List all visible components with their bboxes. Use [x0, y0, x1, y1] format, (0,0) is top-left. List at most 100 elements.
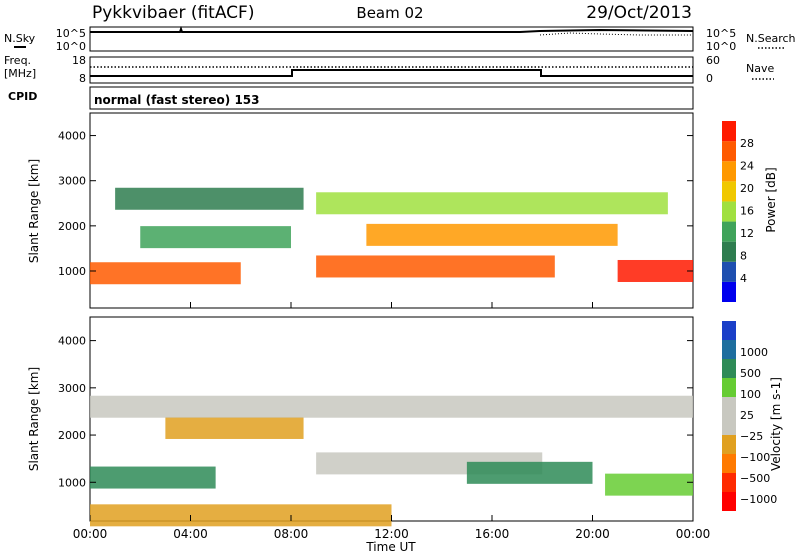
site-title: Pykkvibaer (fitACF)	[92, 3, 254, 23]
velocity-colorbar-tick-5: −100	[740, 451, 770, 464]
power-colorbar-label: Power [dB]	[764, 167, 778, 232]
xtick-label-4: 16:00	[475, 527, 510, 541]
velocity-ytick-label-1: 2000	[58, 429, 86, 442]
velocity-colorbar-cell-8	[722, 340, 736, 359]
power-colorbar-cell-6	[722, 161, 736, 182]
velocity-colorbar-tick-1: 500	[740, 367, 761, 380]
freq-panel: Freq. [MHz] 18 8 60 0 Nave	[4, 54, 774, 85]
cpid-frame	[89, 86, 694, 110]
power-colorbar-cell-8	[722, 121, 736, 142]
nsky-trace	[90, 25, 694, 33]
power-yaxis: 1000 2000 3000 4000	[58, 130, 693, 278]
nave-tick-top: 60	[706, 54, 720, 67]
velocity-colorbar-tick-7: −1000	[740, 493, 777, 506]
velocity-xlabel: Time UT	[365, 540, 416, 554]
power-colorbar-cell-2	[722, 241, 736, 262]
power-colorbar-tick-6: 28	[740, 137, 754, 150]
power-data-layer	[90, 187, 693, 285]
freq-label-1: Freq.	[4, 54, 31, 67]
xtick-label-6: 00:00	[676, 527, 711, 541]
xtick-label-3: 12:00	[374, 527, 409, 541]
nsearch-tick-top: 10^5	[706, 27, 736, 40]
cpid-label: CPID	[8, 90, 37, 103]
power-band-4	[366, 223, 618, 246]
velocity-band-1	[165, 416, 304, 439]
velocity-ytick-label-0: 1000	[58, 476, 86, 489]
power-band-1	[316, 255, 555, 278]
power-ytick-label-1: 2000	[58, 220, 86, 233]
velocity-band-0	[90, 466, 216, 489]
velocity-band-3	[466, 461, 593, 484]
nsearch-tick-bottom: 10^0	[706, 40, 736, 53]
power-ytick-label-0: 1000	[58, 265, 86, 278]
velocity-ytick-label-2: 3000	[58, 382, 86, 395]
freq-trace	[90, 69, 693, 77]
velocity-colorbar: Velocity [m s-1] 1000 500 100 25 −25 −100 −500…	[722, 321, 783, 511]
nave-label: Nave	[746, 62, 774, 75]
power-colorbar-tick-3: 16	[740, 205, 754, 218]
power-ytick-label-3: 4000	[58, 130, 86, 143]
velocity-xaxis: 00:00 04:00 08:00 12:00 16:00 20:00 00:00	[73, 302, 711, 541]
velocity-colorbar-cell-5	[722, 397, 736, 416]
power-colorbar-tick-1: 8	[740, 250, 747, 263]
beam-title: Beam 02	[356, 4, 423, 22]
power-band-0	[90, 262, 241, 285]
power-colorbar-cell-0	[722, 281, 736, 302]
power-colorbar-cell-5	[722, 181, 736, 202]
power-colorbar-tick-2: 12	[740, 227, 754, 240]
velocity-colorbar-tick-4: −25	[740, 430, 763, 443]
power-colorbar-tick-4: 20	[740, 182, 754, 195]
power-ytick-label-2: 3000	[58, 175, 86, 188]
power-colorbar-cell-4	[722, 201, 736, 222]
nsky-frame	[89, 26, 694, 52]
nsky-tick-top: 10^5	[56, 27, 86, 40]
velocity-band-6	[90, 504, 392, 527]
power-colorbar: Power [dB] 4 8 12 16 20 24 28	[722, 121, 778, 302]
velocity-colorbar-cell-0	[722, 492, 736, 511]
xtick-label-1: 04:00	[173, 527, 208, 541]
power-band-5	[115, 187, 304, 210]
velocity-colorbar-tick-2: 100	[740, 388, 761, 401]
nsky-tick-bottom: 10^0	[56, 40, 86, 53]
freq-label-2: [MHz]	[4, 67, 36, 80]
velocity-ylabel: Slant Range [km]	[27, 367, 41, 471]
cpid-value: normal (fast stereo) 153	[94, 93, 260, 107]
date-title: 29/Oct/2013	[586, 3, 692, 23]
xtick-label-0: 00:00	[73, 527, 108, 541]
nsearch-label: N.Search	[746, 32, 796, 45]
power-panel: 1000 2000 3000 4000 Slant Range [km]	[27, 112, 694, 309]
velocity-colorbar-cell-4	[722, 416, 736, 435]
nave-tick-bottom: 0	[706, 72, 713, 85]
nsky-label: N.Sky	[4, 32, 36, 45]
power-colorbar-cell-7	[722, 141, 736, 162]
nsearch-trace	[539, 32, 693, 36]
power-colorbar-cell-1	[722, 261, 736, 282]
freq-tick-bottom: 8	[79, 72, 86, 85]
power-band-3	[140, 226, 291, 249]
velocity-colorbar-tick-3: 25	[740, 409, 754, 422]
velocity-colorbar-cell-1	[722, 473, 736, 492]
velocity-panel: 1000 2000 3000 4000 00:00 04:00 08:00 12:00 16:…	[27, 302, 710, 554]
power-ylabel: Slant Range [km]	[27, 159, 41, 263]
velocity-band-5	[90, 395, 693, 418]
power-colorbar-cell-3	[722, 221, 736, 242]
velocity-yaxis: 1000 2000 3000 4000	[58, 335, 693, 489]
power-band-2	[617, 259, 693, 282]
freq-tick-top: 18	[72, 54, 86, 67]
velocity-band-4	[605, 473, 693, 496]
power-colorbar-tick-5: 24	[740, 160, 754, 173]
velocity-colorbar-cell-9	[722, 321, 736, 340]
velocity-colorbar-cell-3	[722, 435, 736, 454]
freq-frame	[89, 56, 694, 84]
nsky-panel: N.Sky 10^5 10^0 10^5 10^0 N.Search	[4, 25, 796, 53]
power-colorbar-tick-0: 4	[740, 272, 747, 285]
velocity-colorbar-tick-6: −500	[740, 472, 770, 485]
velocity-data-layer	[90, 395, 693, 527]
power-band-6	[316, 192, 668, 215]
velocity-colorbar-cell-7	[722, 359, 736, 378]
velocity-colorbar-label: Velocity [m s-1]	[769, 377, 783, 471]
xtick-label-5: 20:00	[575, 527, 610, 541]
velocity-colorbar-tick-0: 1000	[740, 346, 768, 359]
cpid-panel: CPID normal (fast stereo) 153	[8, 86, 694, 110]
